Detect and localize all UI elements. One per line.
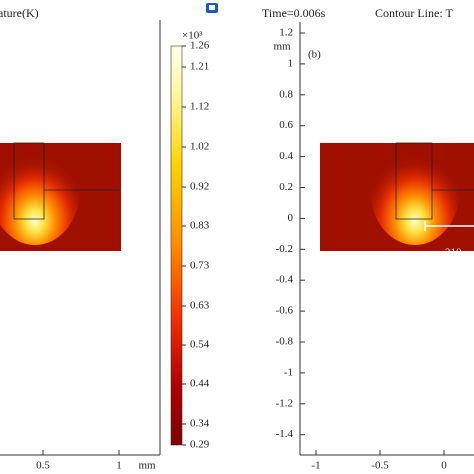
colorbar-label: 0.29 xyxy=(190,439,210,451)
x-tick-label: 0.5 xyxy=(36,460,50,472)
y-tick-label: -1.4 xyxy=(276,428,294,440)
y-tick-label: -1.2 xyxy=(276,397,293,409)
y-tick-label: 0.6 xyxy=(279,119,293,131)
colorbar-multiplier: ×10³ xyxy=(182,30,203,42)
y-tick-label: -0.8 xyxy=(276,336,294,348)
icon xyxy=(209,5,215,10)
y-tick-label: 0 xyxy=(288,212,294,224)
y-tick-label: -0.4 xyxy=(276,274,294,286)
outline xyxy=(395,142,433,220)
colorbar-label: 1.12 xyxy=(190,101,209,113)
colorbar-label: 0.92 xyxy=(190,181,209,193)
colorbar-label: 1.21 xyxy=(190,61,209,73)
x-unit: mm xyxy=(138,460,156,472)
y-tick-label: -0.6 xyxy=(276,305,294,317)
y-tick-label: 0.2 xyxy=(279,181,293,193)
panel-title: ature(K) xyxy=(0,6,39,20)
x-tick-label: 0 xyxy=(441,460,447,472)
y-unit: mm xyxy=(273,41,291,53)
colorbar-label: 0.34 xyxy=(190,418,210,430)
contour-label: Contour Line: T xyxy=(375,6,453,20)
y-tick-label: 1.2 xyxy=(279,27,293,39)
colorbar-label: 1.02 xyxy=(190,141,209,153)
y-tick-label: 1 xyxy=(288,57,294,69)
colorbar xyxy=(170,45,183,446)
heat-zone xyxy=(370,135,460,245)
time-label: Time=0.006s xyxy=(262,6,326,20)
y-tick-label: 0.4 xyxy=(279,150,293,162)
x-tick-label: 1 xyxy=(116,460,122,472)
y-tick-label: -1 xyxy=(284,366,293,378)
panel-label: (b) xyxy=(308,49,321,61)
heat-zone xyxy=(0,135,80,245)
outline xyxy=(13,142,45,220)
annotation: 210 xyxy=(445,247,462,259)
colorbar-label: 0.54 xyxy=(190,339,210,351)
y-tick-label: -0.2 xyxy=(276,243,293,255)
x-tick-label: -0.5 xyxy=(371,460,389,472)
colorbar-label: 1.26 xyxy=(190,40,210,52)
colorbar-label: 0.44 xyxy=(190,378,210,390)
colorbar-label: 0.63 xyxy=(190,300,210,312)
colorbar-label: 0.73 xyxy=(190,260,210,272)
x-tick-label: -1 xyxy=(311,460,320,472)
y-tick-label: 0.8 xyxy=(279,88,293,100)
colorbar-label: 0.83 xyxy=(190,220,210,232)
